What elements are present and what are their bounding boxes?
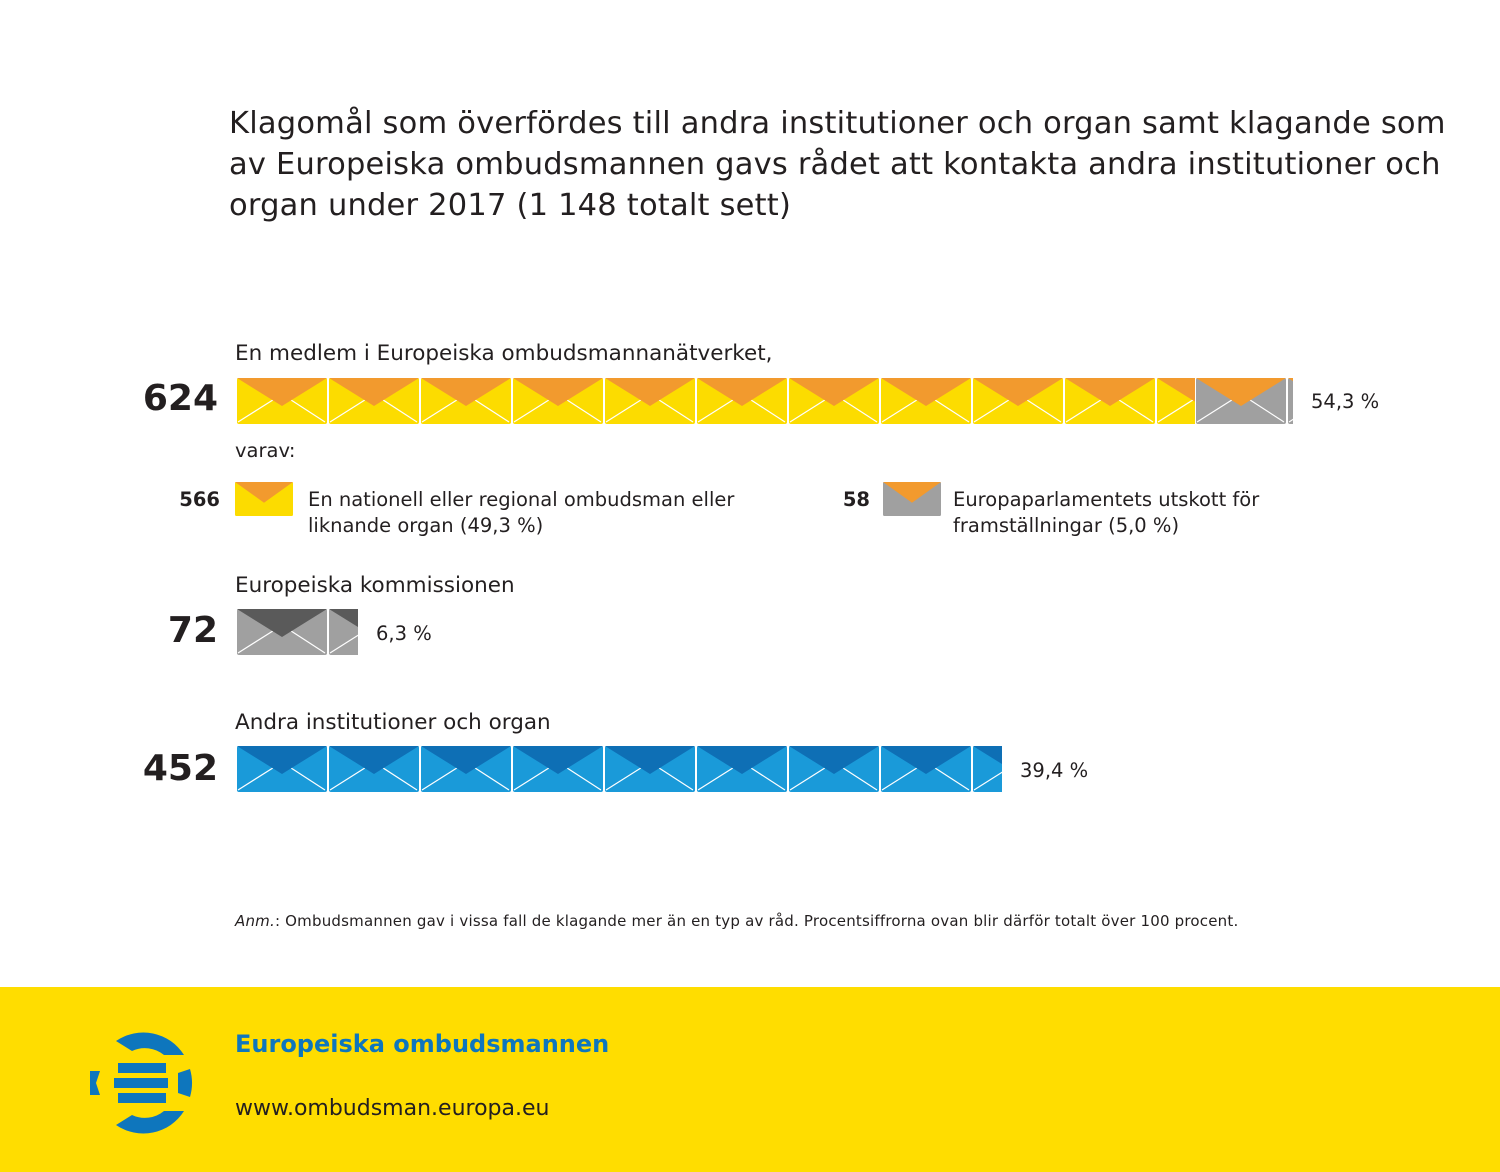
envelope-icon [329, 609, 358, 655]
category-label-commission: Europeiska kommissionen [235, 573, 515, 598]
envelope-icon [421, 746, 511, 792]
envelope-icon [237, 609, 327, 655]
footnote-prefix: Anm. [235, 912, 275, 930]
envelope-icon [235, 482, 293, 516]
envelope-icon [881, 746, 971, 792]
footer-band [0, 987, 1500, 1172]
envelope-icon [697, 746, 787, 792]
chart-title: Klagomål som överfördes till andra insti… [229, 106, 1446, 223]
envelope-icon [605, 746, 695, 792]
breakdown-label-national-line1: En nationell eller regional ombudsman el… [308, 488, 735, 511]
envelope-icon [421, 378, 511, 424]
breakdown-label-petitions: Europaparlamentets utskott för framställ… [953, 487, 1259, 539]
category-percent-network: 54,3 % [1311, 390, 1380, 413]
envelope-icon [513, 378, 603, 424]
organization-name: Europeiska ombudsmannen [235, 1030, 610, 1058]
breakdown-label-petitions-line1: Europaparlamentets utskott för [953, 488, 1260, 511]
category-percent-commission: 6,3 % [376, 622, 432, 645]
category-label-network: En medlem i Europeiska ombudsmannanätver… [235, 341, 773, 366]
envelope-icon [881, 378, 971, 424]
envelope-row-commission [236, 609, 358, 655]
envelope-icon [329, 746, 419, 792]
envelope-icon [789, 746, 879, 792]
envelope-icon [329, 378, 419, 424]
organization-url[interactable]: www.ombudsman.europa.eu [235, 1096, 550, 1121]
envelope-icon [789, 378, 879, 424]
category-count-commission: 72 [167, 610, 218, 651]
category-label-other: Andra institutioner och organ [235, 710, 551, 735]
envelope-icon [237, 746, 327, 792]
envelope-icon [1196, 378, 1286, 424]
envelope-icon [513, 746, 603, 792]
envelope-row-other [236, 746, 1002, 792]
category-count-other: 452 [142, 748, 218, 789]
envelope-icon [973, 746, 1002, 792]
category-percent-other: 39,4 % [1020, 759, 1089, 782]
envelope-icon [697, 378, 787, 424]
envelope-icon [605, 378, 695, 424]
envelope-icon [1288, 378, 1293, 424]
envelope-icon [1065, 378, 1155, 424]
envelope-icon [237, 378, 327, 424]
breakdown-label-petitions-line2: framställningar (5,0 %) [953, 514, 1180, 537]
footnote-text: : Ombudsmannen gav i vissa fall de klaga… [274, 912, 1239, 930]
breakdown-count-petitions: 58 [842, 488, 870, 511]
breakdown-label-national-line2: liknande organ (49,3 %) [308, 514, 544, 537]
envelope-icon [1157, 378, 1195, 424]
envelope-row-network [236, 378, 1293, 424]
breakdown-intro: varav: [235, 439, 296, 462]
breakdown-count-national: 566 [179, 488, 220, 511]
envelope-icon [973, 378, 1063, 424]
envelope-icon [883, 482, 941, 516]
category-count-network: 624 [142, 378, 218, 419]
footnote: Anm.: Ombudsmannen gav i vissa fall de k… [235, 912, 1238, 930]
ombudsman-logo-icon [90, 1032, 192, 1134]
breakdown-label-national: En nationell eller regional ombudsman el… [308, 487, 734, 539]
